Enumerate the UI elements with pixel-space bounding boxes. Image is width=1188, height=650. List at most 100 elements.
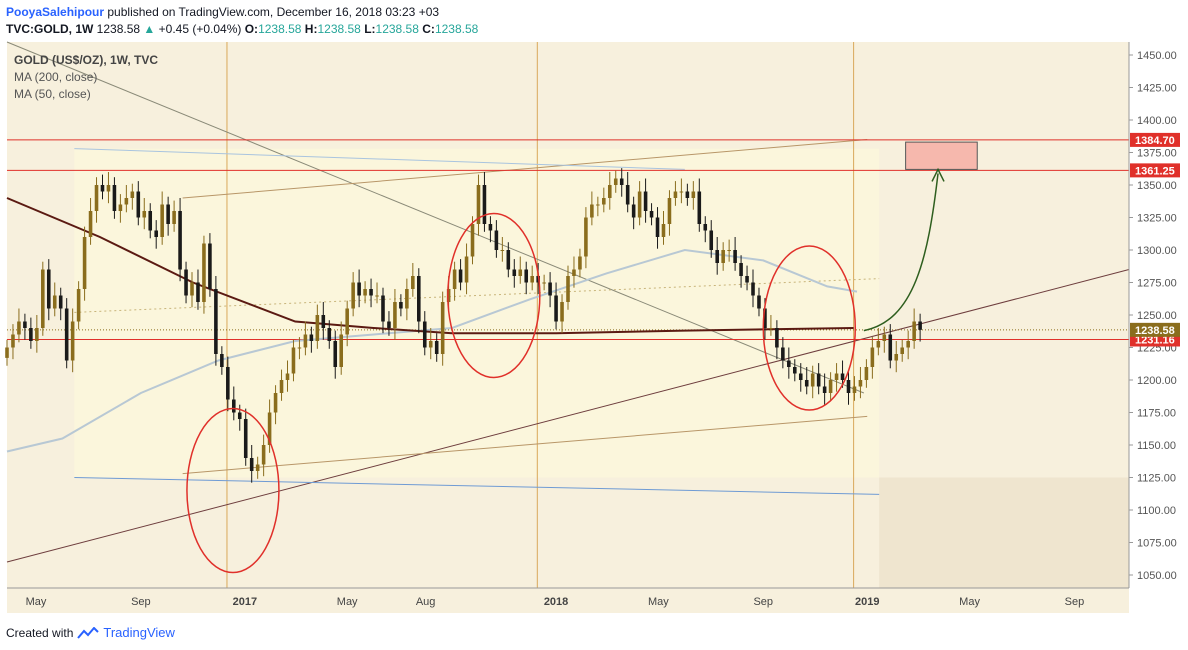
- candle-body: [333, 341, 338, 367]
- candle-body: [518, 269, 523, 276]
- symbol-info: TVC:GOLD, 1W 1238.58 ▲ +0.45 (+0.04%) O:…: [6, 22, 478, 36]
- candle-body: [100, 185, 105, 192]
- created-with-label: Created with: [6, 625, 74, 640]
- legend-ma50: MA (50, close): [14, 87, 91, 101]
- price-level-label: 1238.58: [1135, 325, 1175, 337]
- candle-body: [76, 289, 81, 322]
- candle-body: [458, 269, 463, 283]
- author-link[interactable]: PooyaSalehipour: [6, 5, 105, 19]
- high-value: 1238.58: [317, 22, 361, 36]
- candle-body: [554, 295, 558, 322]
- candle-body: [273, 393, 278, 413]
- candle-body: [530, 276, 534, 283]
- candle-body: [297, 347, 302, 349]
- candle-body: [524, 269, 529, 283]
- circled-low-annotation: [186, 407, 280, 574]
- candle-body: [691, 191, 696, 198]
- time-tick-label: 2018: [544, 596, 568, 608]
- candle-body: [852, 386, 857, 393]
- price-tick-label: 1175.00: [1137, 408, 1176, 420]
- close-value: 1238.58: [434, 22, 479, 36]
- time-tick-label: Sep: [131, 596, 151, 608]
- candle-body: [23, 321, 27, 328]
- candle-body: [255, 464, 260, 471]
- price-tick-label: 1150.00: [1137, 440, 1176, 452]
- candle-body: [888, 334, 893, 361]
- ma200-line: [6, 197, 854, 335]
- legend-ma200: MA (200, close): [14, 70, 97, 84]
- circled-low-annotation: [762, 245, 857, 411]
- candle-body: [816, 373, 821, 387]
- published-text: published on TradingView.com, December 1…: [107, 5, 440, 19]
- candle-body: [876, 341, 881, 348]
- candle-body: [721, 250, 725, 263]
- price-level-label: 1361.25: [1135, 165, 1175, 177]
- candle-body: [381, 295, 385, 322]
- candle-body: [321, 315, 326, 328]
- candle-body: [578, 256, 582, 270]
- candle-body: [267, 412, 272, 445]
- candle-body: [900, 347, 905, 354]
- candle-body: [649, 211, 654, 218]
- target-box: [905, 141, 978, 170]
- candle-body: [602, 198, 606, 205]
- candle-body: [184, 269, 188, 296]
- trend-line: [74, 477, 880, 495]
- candle-body: [685, 191, 690, 198]
- candle-body: [757, 295, 761, 309]
- candle-body: [643, 191, 648, 211]
- price-change: +0.45 (+0.04%): [158, 22, 242, 36]
- candle-body: [345, 308, 349, 335]
- candle-body: [339, 334, 344, 367]
- candle-body: [470, 224, 475, 257]
- candle-body: [190, 282, 194, 296]
- candle-body: [35, 328, 39, 341]
- candle-body: [655, 217, 660, 237]
- candle-body: [148, 211, 153, 231]
- time-tick-label: Sep: [753, 596, 773, 608]
- time-tick-label: May: [26, 596, 47, 608]
- candle-body: [291, 347, 296, 374]
- candle-body: [363, 289, 367, 296]
- candle-body: [243, 419, 248, 458]
- candle-body: [745, 276, 749, 283]
- candle-body: [94, 185, 99, 211]
- trend-line: [6, 41, 865, 394]
- candle-body: [82, 237, 87, 289]
- price-tick-label: 1400.00: [1137, 115, 1177, 127]
- candle-body: [548, 282, 552, 296]
- close-label: C:: [422, 22, 435, 36]
- candle-body: [220, 354, 224, 367]
- candle-body: [351, 282, 355, 309]
- candle-body: [476, 185, 481, 224]
- candle-body: [375, 295, 379, 297]
- candle-body: [58, 295, 63, 309]
- candle-body: [452, 269, 457, 289]
- candle-body: [667, 198, 672, 224]
- candle-body: [536, 276, 540, 283]
- candle-body: [124, 198, 129, 205]
- candle-body: [858, 380, 863, 387]
- candle-body: [631, 204, 636, 218]
- candle-body: [327, 328, 332, 341]
- price-chart[interactable]: 1050.00 1075.00 1100.00 1125.00 1150.00 1175.…: [0, 40, 1188, 615]
- candle-body: [822, 386, 827, 393]
- candle-body: [846, 380, 851, 393]
- tradingview-brand-link[interactable]: TradingView: [103, 625, 175, 640]
- candle-body: [309, 334, 314, 341]
- candle-body: [625, 185, 630, 205]
- candle-body: [739, 263, 743, 276]
- candle-body: [172, 211, 176, 224]
- price-level-label-background: [1130, 322, 1180, 337]
- candle-body: [446, 289, 451, 302]
- time-tick-label: Aug: [416, 596, 436, 608]
- candle-body: [763, 308, 767, 328]
- candle-body: [285, 373, 290, 380]
- candle-body: [512, 269, 517, 276]
- candle-body: [411, 276, 415, 289]
- candle-body: [542, 282, 546, 284]
- candle-body: [422, 321, 427, 348]
- candle-body: [482, 185, 487, 224]
- price-tick-label: 1350.00: [1137, 180, 1177, 192]
- candle-body: [715, 250, 719, 263]
